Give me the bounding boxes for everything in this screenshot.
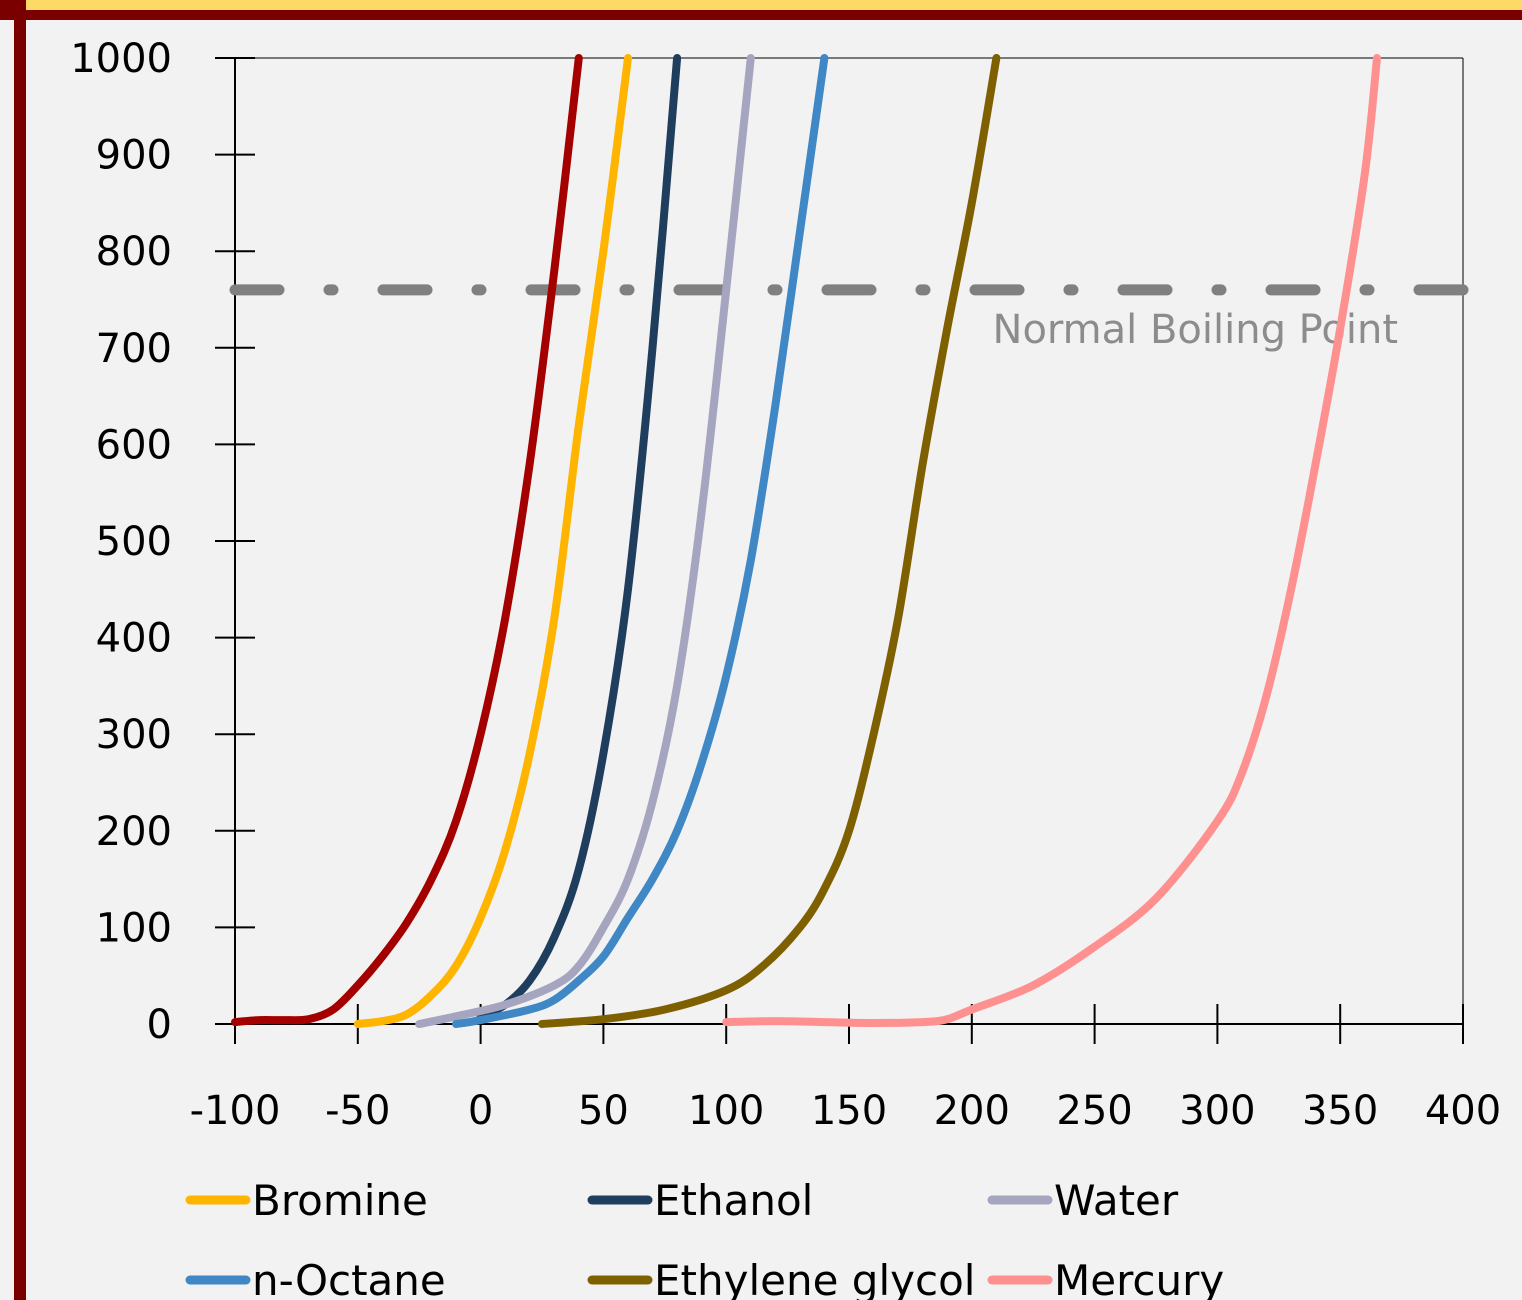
series-group bbox=[231, 54, 1381, 1028]
y-tick-label: 900 bbox=[96, 133, 172, 179]
axes: 0 100 200 300 400 500 600 700 800 900 1000 -100 -50 0… bbox=[70, 36, 1501, 1134]
frame-top-highlight bbox=[24, 0, 1522, 10]
y-tick-label: 1000 bbox=[70, 36, 172, 82]
x-tick-label: 300 bbox=[1179, 1088, 1255, 1134]
y-tick-label: 300 bbox=[96, 712, 172, 758]
series-line bbox=[415, 54, 755, 1028]
frame-left-border bbox=[14, 0, 26, 1300]
legend: Bromine Ethanol Water n-Octane Ethylene glyc… bbox=[185, 1176, 1224, 1300]
x-tick-label: 250 bbox=[1056, 1088, 1132, 1134]
x-tick-label: 50 bbox=[578, 1088, 629, 1134]
y-tick-label: 800 bbox=[96, 229, 172, 275]
reference-line-group: Normal Boiling Point bbox=[229, 284, 1469, 353]
x-tick-label: 0 bbox=[468, 1088, 493, 1134]
legend-label: n-Octane bbox=[252, 1256, 446, 1300]
y-tick-label: 200 bbox=[96, 809, 172, 855]
series-line bbox=[538, 54, 1001, 1028]
legend-label: Water bbox=[1054, 1176, 1179, 1225]
x-tick-label: -50 bbox=[325, 1088, 390, 1134]
legend-label: Ethanol bbox=[654, 1176, 813, 1225]
normal-boiling-point-label: Normal Boiling Point bbox=[993, 307, 1398, 353]
y-tick-label: 500 bbox=[96, 519, 172, 565]
series-line bbox=[231, 54, 583, 1027]
y-tick-label: 0 bbox=[147, 1002, 172, 1048]
legend-label: Ethylene glycol bbox=[654, 1256, 975, 1300]
y-tick-label: 600 bbox=[96, 422, 172, 468]
x-tick-label: 350 bbox=[1302, 1088, 1378, 1134]
legend-label: Mercury bbox=[1054, 1256, 1224, 1300]
series-line bbox=[722, 54, 1381, 1027]
y-tick-label: 700 bbox=[96, 326, 172, 372]
series-line bbox=[452, 54, 829, 1028]
x-tick-label: -100 bbox=[190, 1088, 281, 1134]
series-line bbox=[353, 54, 632, 1028]
y-tick-label: 400 bbox=[96, 616, 172, 662]
legend-label: Bromine bbox=[252, 1176, 428, 1225]
series-line bbox=[476, 54, 682, 1021]
x-tick-label: 100 bbox=[688, 1088, 764, 1134]
x-tick-label: 150 bbox=[811, 1088, 887, 1134]
y-tick-label: 100 bbox=[96, 905, 172, 951]
x-tick-label: 200 bbox=[934, 1088, 1010, 1134]
x-tick-label: 400 bbox=[1425, 1088, 1501, 1134]
